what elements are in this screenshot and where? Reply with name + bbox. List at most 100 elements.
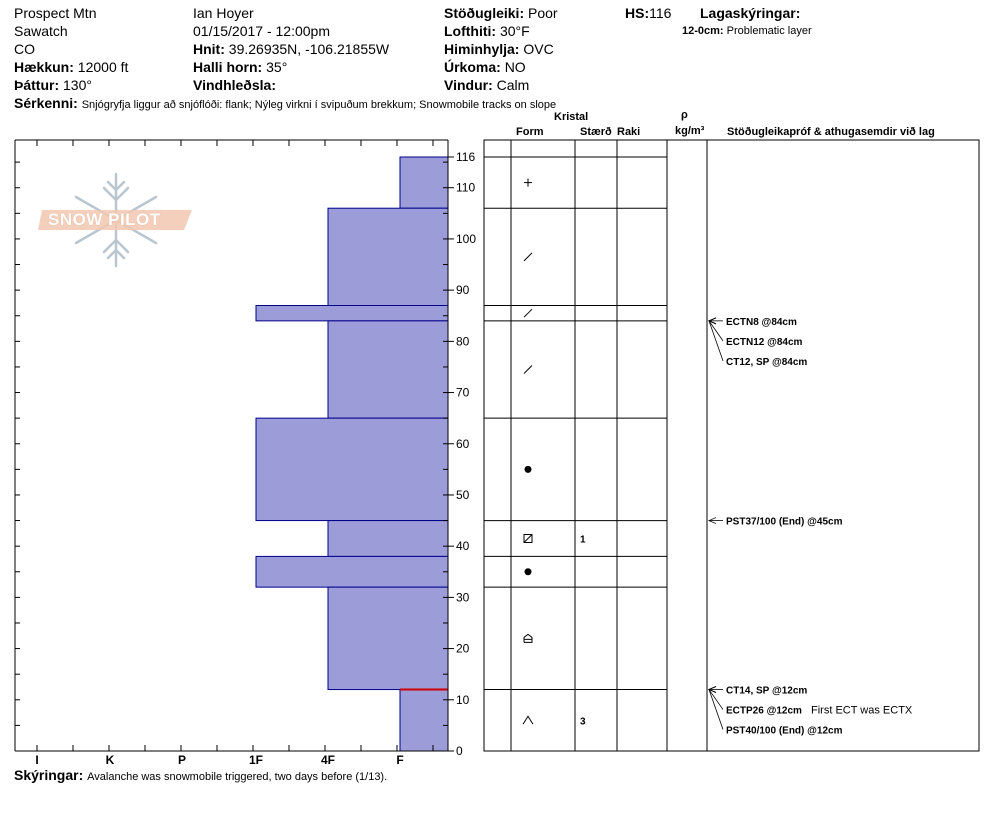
hardness-bar (327, 520, 449, 557)
col-crystal: Kristal (554, 111, 589, 123)
air-temp-label: Lofthiti: (444, 23, 497, 39)
grain-box (523, 533, 533, 543)
height-tick-label: 60 (456, 437, 470, 451)
height-tick-label: 116 (456, 150, 475, 164)
test-leader-line (708, 689, 724, 710)
slope-value: 35° (266, 59, 288, 75)
features-value: Snjógryfja liggur að snjóflóði: flank; N… (81, 99, 557, 111)
observer-name: Ian Hoyer (193, 5, 254, 21)
grain-form-symbol (523, 365, 533, 374)
test-leader-line (708, 689, 724, 730)
comments-field: Skýringar: Avalanche was snowmobile trig… (14, 767, 387, 784)
grain-form-symbol (524, 465, 532, 473)
coords-value: 39.26935N, -106.21855W (228, 41, 390, 57)
hardness-bar (255, 555, 449, 588)
test-annotations: CT14, SP @12cm ECTP26 @12cm First ECT was … (707, 317, 913, 737)
layer-table: 13 (483, 139, 980, 752)
range-name: Sawatch (14, 23, 68, 39)
aspect-label: Þáttur: (14, 77, 60, 93)
grain-caret (522, 715, 534, 725)
layer-table-frame (483, 139, 980, 752)
test-leader-line (708, 320, 724, 361)
hardness-bar (399, 156, 449, 209)
stability-value: Poor (528, 5, 558, 21)
test-label: CT14, SP @12cm (726, 686, 807, 697)
elevation-value: 12000 ft (77, 59, 129, 75)
observation-datetime: 01/15/2017 - 12:00pm (193, 23, 330, 39)
hardness-tick-label: 1F (249, 753, 263, 767)
grain-form-symbol (523, 252, 533, 262)
col-form: Form (516, 126, 544, 138)
aspect-field: Þáttur: 130° (14, 77, 92, 93)
slope-field: Halli horn: 35° (193, 59, 287, 75)
elevation-label: Hækkun: (14, 59, 74, 75)
height-tick-label: 90 (456, 283, 470, 297)
test-label: ECTP26 @12cm (726, 706, 802, 717)
test-label: PST37/100 (End) @45cm (726, 517, 843, 528)
hardness-bar (255, 305, 449, 322)
state-name: CO (14, 41, 35, 57)
grain-dot (524, 465, 532, 473)
col-rho: ρ (681, 109, 688, 121)
precip-field: Úrkoma: NO (444, 59, 526, 75)
grain-form-symbol (523, 308, 533, 318)
height-tick-label: 110 (456, 181, 475, 195)
hs-label: HS: (625, 5, 650, 21)
aspect-value: 130° (63, 77, 92, 93)
legend-text: Problematic layer (726, 25, 812, 37)
coords-label: Hnit: (193, 41, 225, 57)
features-label: Sérkenni: (14, 95, 78, 111)
grain-slash (523, 365, 533, 374)
test-label: CT12, SP @84cm (726, 357, 807, 368)
test-arrow-icon (707, 517, 717, 524)
test-label: ECTN8 @84cm (726, 317, 797, 328)
snow-pilot-logo: SNOW PILOT (38, 172, 194, 268)
hardness-plot: 0 10 20 30 40 50 60 70 80 90 100 110 116 I K P 1F 4F F (14, 139, 476, 767)
grain-form-symbol (524, 178, 532, 187)
grain-dot (524, 568, 532, 576)
grain-house (523, 633, 533, 643)
snowflake-icon (38, 172, 192, 268)
precip-label: Úrkoma: (444, 59, 501, 75)
col-density-unit: kg/m³ (675, 125, 705, 137)
comments-label: Skýringar: (14, 767, 84, 783)
test-leader-line (708, 320, 724, 342)
hardness-bar (327, 320, 449, 419)
slope-label: Halli horn: (193, 59, 263, 75)
grain-form-symbol (524, 568, 532, 576)
col-tests: Stöðugleikapróf & athugasemdir við lag (727, 126, 935, 138)
wind-loading-label: Vindhleðsla: (193, 77, 276, 93)
stability-field: Stöðugleiki: Poor (444, 5, 558, 21)
height-tick-label: 40 (456, 539, 470, 553)
grain-form-symbol (523, 633, 533, 643)
height-tick-label: 100 (456, 232, 476, 246)
stability-label: Stöðugleiki: (444, 5, 525, 21)
hardness-tick-label: I (35, 753, 38, 767)
legend-title: Lagaskýringar: (700, 5, 801, 21)
test-label: PST40/100 (End) @12cm (726, 726, 843, 737)
wind-label: Vindur: (444, 77, 493, 93)
height-tick-label: 70 (456, 386, 470, 400)
test-arrow-icon (707, 317, 717, 325)
grain-box-diag (523, 534, 533, 543)
logo-text: SNOW PILOT (48, 210, 161, 229)
hardness-tick-label: F (396, 753, 403, 767)
height-tick-label: 0 (456, 744, 463, 758)
hs-field: HS:116 (625, 5, 671, 21)
wind-value: Calm (496, 77, 530, 93)
sky-label: Himinhylja: (444, 41, 520, 57)
sky-value: OVC (523, 41, 554, 57)
test-label: ECTN12 @84cm (726, 337, 803, 348)
air-temp-field: Lofthiti: 30°F (444, 23, 530, 39)
coords-field: Hnit: 39.26935N, -106.21855W (193, 41, 389, 57)
height-tick-label: 80 (456, 334, 470, 348)
hardness-tick-label: K (106, 753, 115, 767)
col-moisture: Raki (617, 126, 641, 138)
grain-slash (523, 308, 533, 318)
grain-form-symbol (523, 533, 533, 543)
col-size: Stærð (580, 126, 612, 138)
precip-value: NO (504, 59, 526, 75)
wind-field: Vindur: Calm (444, 77, 529, 93)
legend-key: 12-0cm: (682, 25, 724, 37)
